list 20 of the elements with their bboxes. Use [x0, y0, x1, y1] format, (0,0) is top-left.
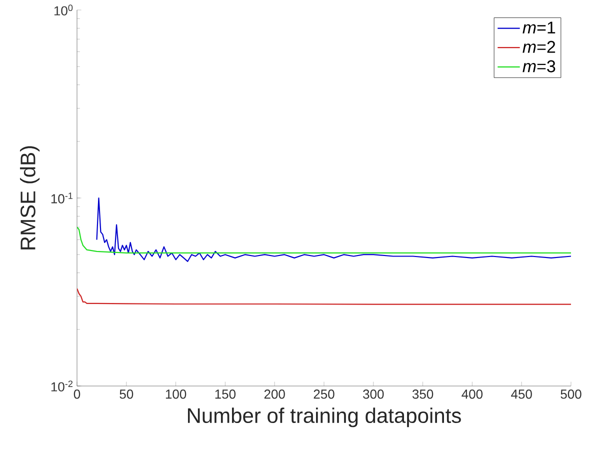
- y-tick-label: 10$^{-1}$: [51, 192, 73, 204]
- x-tick-label: 350: [412, 390, 434, 399]
- x-tick-label: 200: [264, 390, 285, 399]
- x-tick-label: 450: [511, 390, 532, 399]
- x-tick-label: 0: [74, 390, 80, 399]
- x-tick-label: 100: [166, 390, 186, 399]
- y-tick-label: 10$^{-2}$: [51, 380, 73, 392]
- y-tick-label: 10$^{0}$: [54, 4, 73, 16]
- legend-label: m=2: [522, 40, 556, 53]
- legend-label: m=1: [522, 22, 556, 34]
- x-tick-label: 50: [120, 390, 134, 399]
- line-series: [96, 197, 571, 262]
- x-axis-title: Number of training datapoints: [188, 408, 461, 428]
- x-tick-label: 250: [314, 390, 334, 399]
- legend-label: m=3: [522, 60, 556, 72]
- y-axis-title: RMSE (dB): [20, 146, 40, 250]
- x-tick-label: 400: [462, 390, 483, 399]
- x-tick-label: 150: [215, 390, 236, 399]
- x-tick-label: 500: [560, 390, 582, 399]
- x-tick-label: 300: [363, 390, 384, 399]
